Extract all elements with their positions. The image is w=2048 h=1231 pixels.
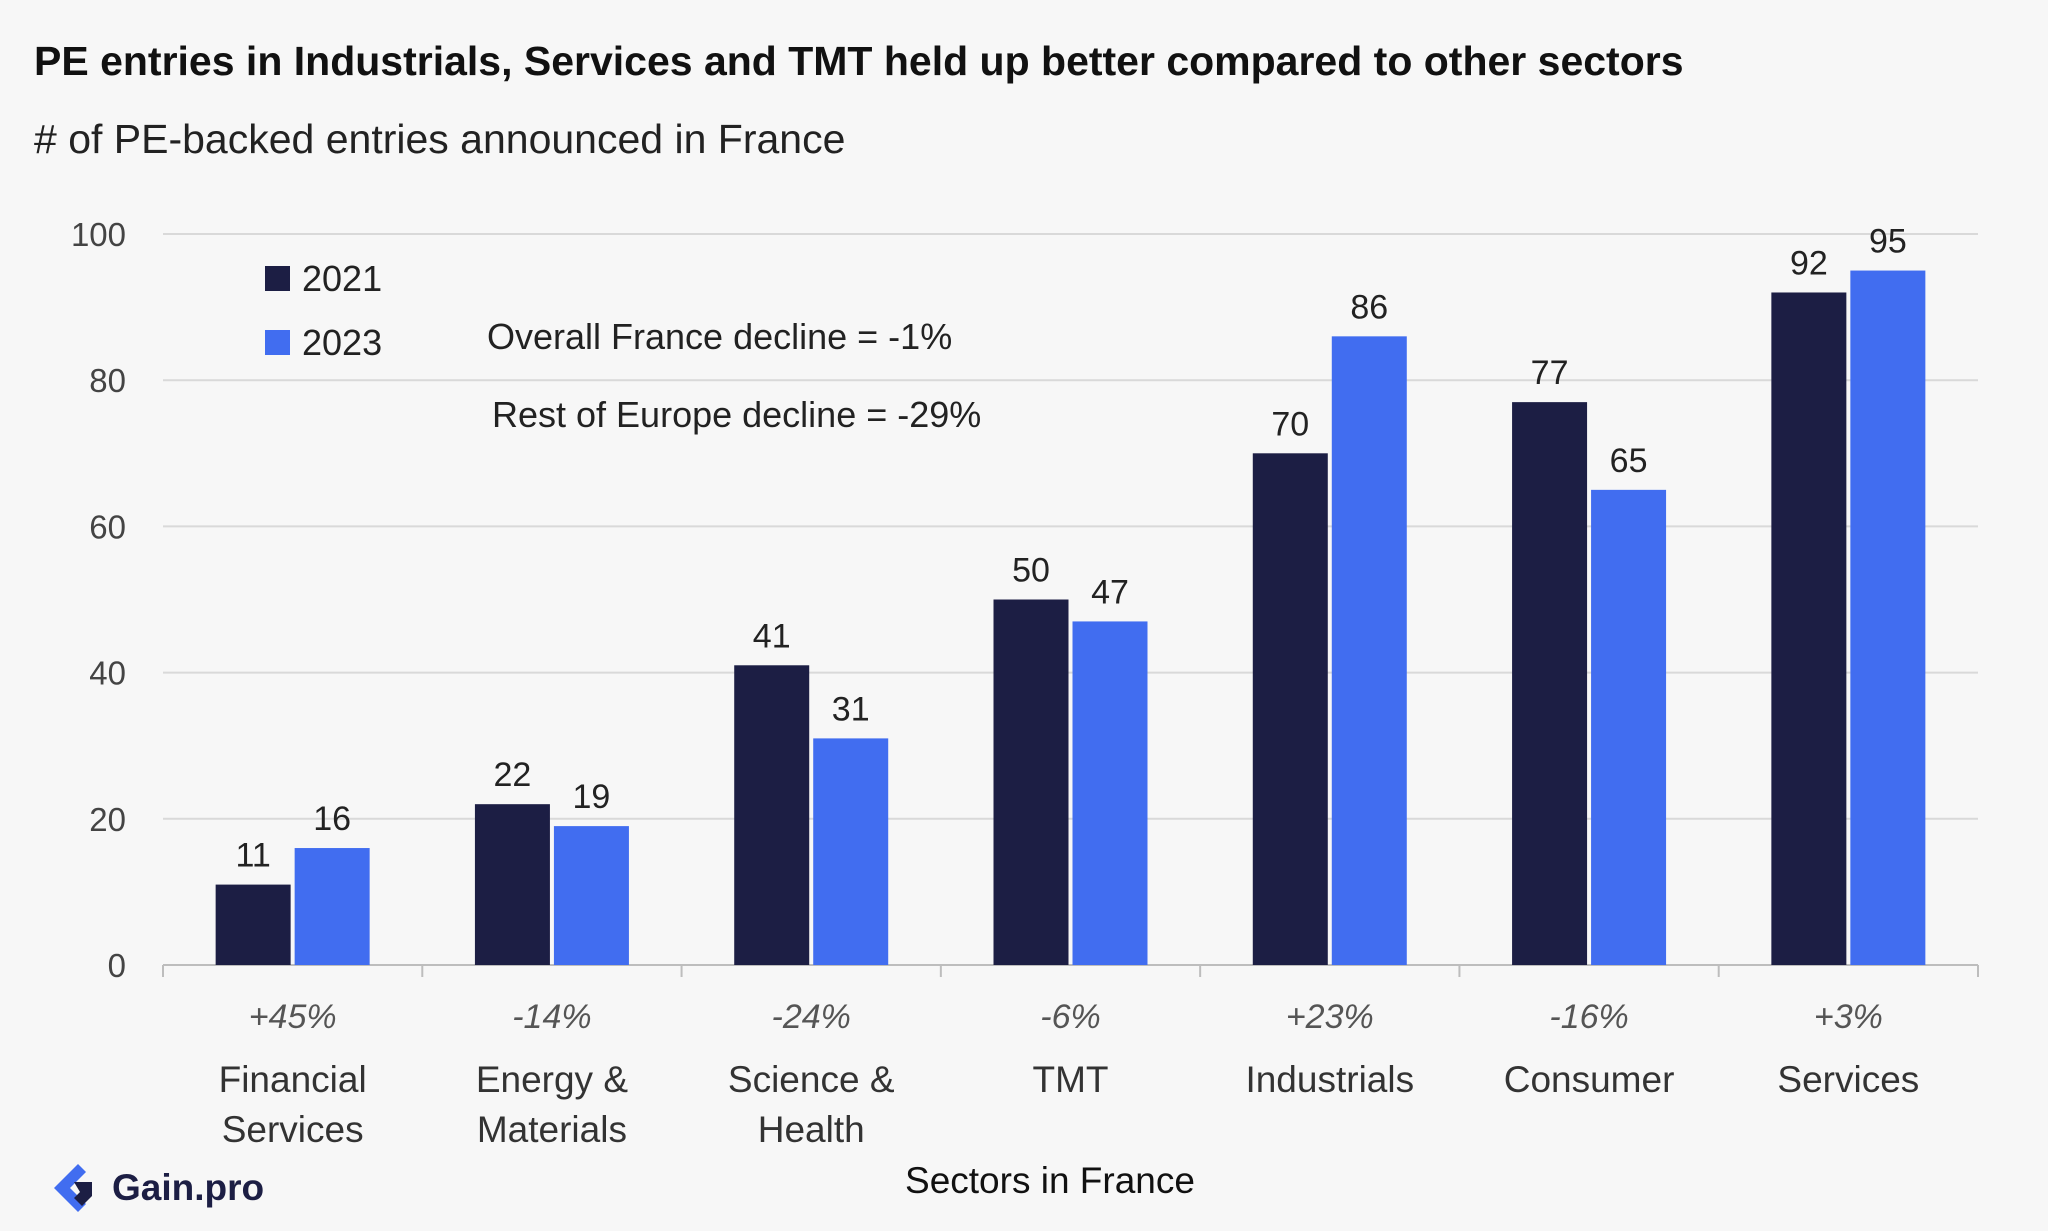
annotation-europe-decline: Rest of Europe decline = -29% [492, 394, 981, 435]
data-label: 22 [494, 756, 532, 794]
category-label: Consumer [1504, 1059, 1675, 1100]
bar-2021 [474, 804, 550, 965]
data-label: 86 [1350, 288, 1388, 326]
change-label: -16% [1549, 998, 1628, 1036]
data-label: 92 [1790, 244, 1828, 282]
bar-2021 [1771, 292, 1847, 966]
category-label: Services [222, 1109, 364, 1150]
brand-logo: Gain.pro [44, 1160, 264, 1216]
data-label: 16 [313, 800, 351, 838]
data-label: 41 [753, 617, 791, 655]
data-label: 31 [832, 690, 870, 728]
change-label: +45% [249, 998, 337, 1036]
y-tick-label: 0 [108, 947, 126, 984]
gain-pro-logo-icon [54, 1164, 92, 1212]
data-label: 19 [573, 778, 611, 816]
category-label: Services [1777, 1059, 1919, 1100]
data-label: 95 [1869, 223, 1907, 261]
change-label: -24% [772, 998, 851, 1036]
change-label: +23% [1286, 998, 1374, 1036]
y-tick-label: 80 [89, 362, 126, 399]
data-label: 65 [1610, 442, 1648, 480]
legend-label-2021: 2021 [302, 258, 382, 299]
category-label: Health [758, 1109, 865, 1150]
change-label: -14% [512, 998, 591, 1036]
bar-2023 [1072, 621, 1148, 965]
brand-name: Gain.pro [112, 1167, 265, 1208]
x-axis-title: Sectors in France [905, 1160, 1195, 1201]
data-label: 77 [1531, 354, 1569, 392]
bar-2023 [553, 826, 629, 965]
y-tick-label: 60 [89, 508, 126, 545]
y-tick-label: 100 [71, 216, 126, 253]
change-label: -6% [1040, 998, 1100, 1036]
data-label: 50 [1012, 552, 1050, 590]
change-label: +3% [1814, 998, 1883, 1036]
legend-label-2023: 2023 [302, 322, 382, 363]
category-label: Energy & [476, 1059, 629, 1100]
y-tick-label: 20 [89, 801, 126, 838]
bar-2023 [294, 848, 370, 965]
legend-swatch-2021 [265, 266, 290, 291]
data-label: 70 [1271, 405, 1309, 443]
bar-2021 [1252, 453, 1328, 965]
category-label: Industrials [1245, 1059, 1414, 1100]
bar-2021 [734, 665, 810, 965]
chart-title: PE entries in Industrials, Services and … [34, 38, 1684, 84]
y-tick-label: 40 [89, 655, 126, 692]
bar-2021 [1512, 402, 1588, 965]
chart-subtitle: # of PE-backed entries announced in Fran… [34, 116, 846, 162]
category-label: Materials [477, 1109, 627, 1150]
bar-2023 [1331, 336, 1407, 966]
bar-2021 [993, 599, 1069, 965]
category-label: TMT [1032, 1059, 1108, 1100]
legend-swatch-2023 [265, 330, 290, 355]
bar-2021 [215, 884, 291, 965]
data-label: 11 [235, 837, 270, 875]
bar-2023 [1850, 270, 1926, 965]
annotation-france-decline: Overall France decline = -1% [487, 316, 952, 357]
data-label: 47 [1091, 573, 1129, 611]
bar-2023 [813, 738, 889, 965]
category-label: Science & [728, 1059, 895, 1100]
bar-2023 [1591, 489, 1667, 965]
category-label: Financial [219, 1059, 367, 1100]
